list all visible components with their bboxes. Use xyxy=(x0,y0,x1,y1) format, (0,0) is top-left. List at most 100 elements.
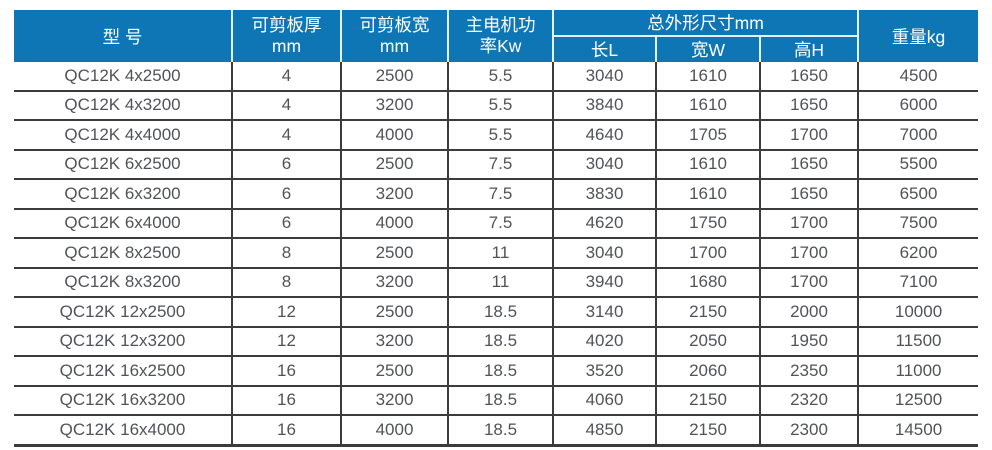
cell-power: 5.5 xyxy=(447,62,553,92)
cell-height: 2000 xyxy=(758,297,859,328)
cell-width: 1610 xyxy=(655,149,760,180)
cell-height: 2300 xyxy=(758,415,859,447)
cell-length: 3840 xyxy=(552,90,656,121)
cell-weight: 5500 xyxy=(857,149,979,180)
cell-thickness: 4 xyxy=(231,120,341,151)
cell-weight: 6000 xyxy=(857,90,979,121)
cell-height: 1700 xyxy=(758,238,859,269)
cell-height: 1700 xyxy=(758,120,859,151)
cell-height: 2320 xyxy=(758,385,859,416)
cell-height: 1650 xyxy=(758,62,859,92)
cell-width: 1750 xyxy=(655,208,760,239)
table-row: QC12K 6x3200 6 3200 7.5 3830 1610 1650 6500 xyxy=(14,179,979,210)
cell-length: 4060 xyxy=(552,385,656,416)
header-length: 长L xyxy=(552,36,656,62)
table-row: QC12K 16x2500 16 2500 18.5 3520 2060 2350 11000 xyxy=(14,356,979,387)
cell-plate-width: 3200 xyxy=(340,385,448,416)
cell-width: 2150 xyxy=(655,415,760,447)
table-header: 型 号 可剪板厚 mm 可剪板宽 mm 主电机功 率Kw 总外形尺寸mm 重量k… xyxy=(14,10,979,62)
table-row: QC12K 4x3200 4 3200 5.5 3840 1610 1650 6000 xyxy=(14,90,979,121)
cell-length: 3140 xyxy=(552,297,656,328)
cell-weight: 7100 xyxy=(857,267,979,298)
cell-thickness: 16 xyxy=(231,356,341,387)
cell-length: 4020 xyxy=(552,326,656,357)
cell-length: 4620 xyxy=(552,208,656,239)
cell-plate-width: 2500 xyxy=(340,356,448,387)
cell-thickness: 12 xyxy=(231,297,341,328)
cell-width: 1610 xyxy=(655,179,760,210)
cell-thickness: 4 xyxy=(231,90,341,121)
cell-model: QC12K 16x4000 xyxy=(14,415,232,447)
cell-weight: 11000 xyxy=(857,356,979,387)
cell-plate-width: 3200 xyxy=(340,90,448,121)
cell-weight: 14500 xyxy=(857,415,979,447)
header-height: 高H xyxy=(758,36,859,62)
table-row: QC12K 16x4000 16 4000 18.5 4850 2150 2300 14500 xyxy=(14,415,979,447)
cell-model: QC12K 16x2500 xyxy=(14,356,232,387)
cell-weight: 6200 xyxy=(857,238,979,269)
cell-plate-width: 4000 xyxy=(340,208,448,239)
cell-width: 1700 xyxy=(655,238,760,269)
cell-power: 7.5 xyxy=(447,208,553,239)
header-thickness-line2: mm xyxy=(271,36,302,56)
table-row: QC12K 16x3200 16 3200 18.5 4060 2150 2320 12500 xyxy=(14,385,979,416)
table-row: QC12K 6x2500 6 2500 7.5 3040 1610 1650 5500 xyxy=(14,149,979,180)
header-plate-width: 可剪板宽 mm xyxy=(340,10,448,62)
cell-power: 11 xyxy=(447,238,553,269)
cell-model: QC12K 4x3200 xyxy=(14,90,232,121)
cell-weight: 4500 xyxy=(857,62,979,92)
cell-length: 3040 xyxy=(552,62,656,92)
header-power-line1: 主电机功 xyxy=(465,15,536,35)
spec-table: 型 号 可剪板厚 mm 可剪板宽 mm 主电机功 率Kw 总外形尺寸mm 重量k… xyxy=(14,10,979,447)
cell-thickness: 16 xyxy=(231,385,341,416)
cell-power: 7.5 xyxy=(447,149,553,180)
cell-model: QC12K 4x4000 xyxy=(14,120,232,151)
cell-height: 1700 xyxy=(758,267,859,298)
header-plate-width-line1: 可剪板宽 xyxy=(359,15,430,35)
cell-plate-width: 2500 xyxy=(340,238,448,269)
cell-height: 1650 xyxy=(758,179,859,210)
cell-power: 18.5 xyxy=(447,385,553,416)
header-model: 型 号 xyxy=(14,10,232,62)
header-thickness-line1: 可剪板厚 xyxy=(251,15,322,35)
cell-power: 7.5 xyxy=(447,179,553,210)
cell-model: QC12K 12x3200 xyxy=(14,326,232,357)
cell-plate-width: 3200 xyxy=(340,267,448,298)
cell-model: QC12K 6x3200 xyxy=(14,179,232,210)
cell-height: 1700 xyxy=(758,208,859,239)
cell-power: 18.5 xyxy=(447,326,553,357)
cell-height: 1950 xyxy=(758,326,859,357)
header-weight: 重量kg xyxy=(857,10,979,62)
cell-thickness: 8 xyxy=(231,238,341,269)
cell-power: 18.5 xyxy=(447,356,553,387)
cell-width: 2150 xyxy=(655,385,760,416)
cell-width: 1610 xyxy=(655,90,760,121)
table-row: QC12K 12x3200 12 3200 18.5 4020 2050 1950 11500 xyxy=(14,326,979,357)
cell-power: 18.5 xyxy=(447,415,553,447)
cell-model: QC12K 6x2500 xyxy=(14,149,232,180)
cell-model: QC12K 4x2500 xyxy=(14,62,232,92)
cell-length: 3040 xyxy=(552,238,656,269)
cell-model: QC12K 8x3200 xyxy=(14,267,232,298)
cell-plate-width: 2500 xyxy=(340,297,448,328)
table-row: QC12K 8x2500 8 2500 11 3040 1700 1700 6200 xyxy=(14,238,979,269)
cell-plate-width: 3200 xyxy=(340,179,448,210)
cell-length: 3830 xyxy=(552,179,656,210)
cell-length: 4850 xyxy=(552,415,656,447)
cell-width: 2050 xyxy=(655,326,760,357)
table-row: QC12K 8x3200 8 3200 11 3940 1680 1700 7100 xyxy=(14,267,979,298)
cell-model: QC12K 12x2500 xyxy=(14,297,232,328)
cell-power: 11 xyxy=(447,267,553,298)
cell-length: 4640 xyxy=(552,120,656,151)
cell-length: 3940 xyxy=(552,267,656,298)
table-body: QC12K 4x2500 4 2500 5.5 3040 1610 1650 4500 QC12… xyxy=(14,62,979,447)
header-plate-width-line2: mm xyxy=(379,36,410,56)
cell-height: 1650 xyxy=(758,90,859,121)
cell-thickness: 8 xyxy=(231,267,341,298)
cell-power: 18.5 xyxy=(447,297,553,328)
header-thickness: 可剪板厚 mm xyxy=(231,10,341,62)
cell-weight: 12500 xyxy=(857,385,979,416)
table-row: QC12K 4x4000 4 4000 5.5 4640 1705 1700 7000 xyxy=(14,120,979,151)
cell-weight: 10000 xyxy=(857,297,979,328)
cell-weight: 6500 xyxy=(857,179,979,210)
